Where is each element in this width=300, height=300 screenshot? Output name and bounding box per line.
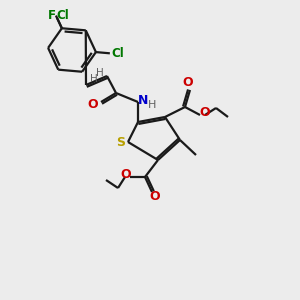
Text: H: H (90, 74, 98, 84)
Text: O: O (121, 169, 131, 182)
Text: H: H (148, 100, 156, 110)
Text: O: O (183, 76, 193, 89)
Text: H: H (96, 68, 104, 78)
Text: F: F (48, 9, 56, 22)
Text: O: O (150, 190, 160, 203)
Text: O: O (88, 98, 98, 110)
Text: Cl: Cl (112, 47, 124, 60)
Text: O: O (200, 106, 210, 119)
Text: S: S (116, 136, 125, 148)
Text: N: N (138, 94, 148, 106)
Text: Cl: Cl (57, 9, 69, 22)
